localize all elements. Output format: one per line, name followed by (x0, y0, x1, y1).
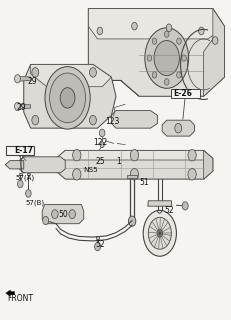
Text: 57(B): 57(B) (26, 200, 45, 206)
Circle shape (148, 217, 171, 249)
Text: NS5: NS5 (83, 167, 97, 173)
Text: 29: 29 (27, 77, 36, 86)
Circle shape (130, 149, 138, 161)
Text: 57(A): 57(A) (15, 174, 34, 181)
Text: 1: 1 (116, 157, 120, 166)
Polygon shape (95, 236, 99, 239)
Circle shape (43, 216, 49, 225)
Circle shape (128, 216, 135, 226)
Polygon shape (19, 157, 65, 173)
Text: 52: 52 (95, 240, 104, 249)
FancyBboxPatch shape (170, 89, 199, 98)
Circle shape (152, 72, 156, 78)
Text: 50: 50 (58, 210, 67, 219)
Circle shape (18, 180, 23, 188)
Circle shape (131, 22, 137, 30)
Text: 25: 25 (95, 157, 104, 166)
Circle shape (89, 116, 96, 125)
Circle shape (97, 27, 102, 35)
Circle shape (60, 88, 75, 108)
Circle shape (25, 190, 31, 197)
Polygon shape (111, 111, 157, 128)
Polygon shape (6, 290, 15, 296)
Polygon shape (18, 76, 30, 81)
Circle shape (69, 210, 75, 219)
Text: 122: 122 (92, 138, 106, 147)
Polygon shape (56, 150, 212, 179)
Circle shape (176, 38, 180, 44)
Circle shape (52, 210, 58, 219)
Polygon shape (203, 9, 223, 96)
Circle shape (181, 55, 185, 61)
Circle shape (174, 123, 181, 133)
Polygon shape (24, 64, 116, 128)
Circle shape (89, 68, 96, 77)
Polygon shape (19, 173, 22, 175)
Circle shape (15, 75, 20, 83)
Circle shape (99, 129, 104, 137)
Circle shape (45, 67, 90, 129)
Circle shape (32, 68, 39, 77)
Circle shape (146, 55, 151, 61)
Circle shape (181, 202, 187, 210)
Circle shape (15, 102, 20, 111)
Text: 29: 29 (17, 103, 26, 112)
Circle shape (211, 37, 217, 44)
FancyBboxPatch shape (6, 146, 33, 155)
Circle shape (187, 169, 195, 180)
Circle shape (164, 79, 168, 85)
Polygon shape (5, 161, 24, 169)
Circle shape (176, 72, 180, 78)
Circle shape (187, 149, 195, 161)
Circle shape (130, 169, 138, 180)
Circle shape (143, 210, 176, 256)
Circle shape (164, 31, 168, 37)
Polygon shape (30, 64, 111, 87)
Circle shape (32, 116, 39, 125)
Polygon shape (56, 150, 212, 160)
Circle shape (153, 41, 179, 76)
Circle shape (166, 24, 171, 32)
Text: 51: 51 (138, 178, 148, 187)
Text: 123: 123 (105, 117, 119, 126)
Polygon shape (88, 9, 223, 39)
Text: FRONT: FRONT (7, 294, 33, 303)
Circle shape (100, 142, 104, 148)
Polygon shape (127, 175, 137, 179)
Circle shape (144, 28, 188, 88)
Circle shape (198, 27, 203, 35)
Polygon shape (27, 173, 30, 175)
Text: 52: 52 (164, 206, 173, 215)
Text: E-17: E-17 (14, 146, 33, 155)
Polygon shape (18, 104, 30, 109)
Circle shape (72, 149, 81, 161)
Polygon shape (203, 150, 212, 179)
Polygon shape (42, 204, 83, 224)
Polygon shape (147, 201, 171, 206)
Circle shape (72, 169, 81, 180)
Circle shape (49, 73, 85, 123)
Circle shape (94, 243, 100, 251)
Polygon shape (161, 120, 194, 136)
Polygon shape (88, 9, 223, 96)
Circle shape (156, 229, 162, 237)
Text: E-26: E-26 (173, 89, 191, 98)
Circle shape (152, 38, 156, 44)
